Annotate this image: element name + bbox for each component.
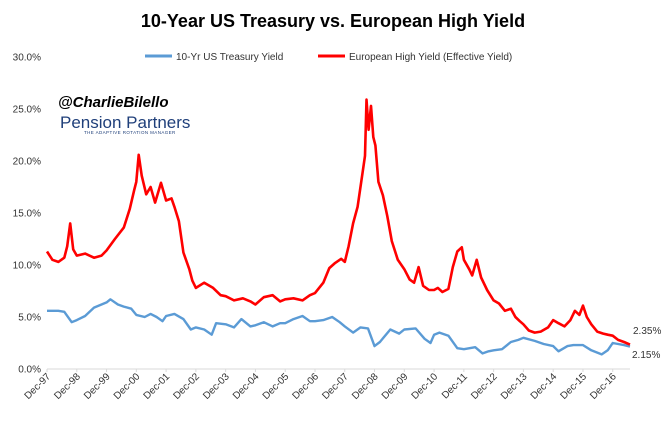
chart-title: 10-Year US Treasury vs. European High Yi… [141,11,525,31]
watermark: @CharlieBilello Pension Partners THE ADA… [58,94,190,135]
x-tick-label: Dec-10 [410,371,441,402]
x-tick-label: Dec-15 [558,371,589,402]
y-tick-label: 25.0% [13,105,41,116]
series-layer [45,98,631,356]
x-tick-label: Dec-03 [201,371,232,402]
x-tick-label: Dec-02 [171,371,202,402]
x-tick-label: Dec-01 [142,371,173,402]
x-axis: Dec-97 Dec-98 Dec-99 Dec-00 Dec-01 Dec-02 Dec-… [23,369,619,402]
x-tick-label: Dec-11 [440,371,470,401]
watermark-brand: Pension Partners [60,113,190,132]
y-tick-label: 20.0% [13,157,41,168]
x-tick-label: Dec-98 [52,371,83,402]
x-tick-label: Dec-00 [112,371,143,402]
end-label-euro-hy: 2.35% [633,326,661,337]
y-tick-label: 0.0% [18,365,41,376]
x-tick-label: Dec-06 [291,371,322,402]
x-tick-label: Dec-12 [469,371,500,402]
series-line-euro-hy [45,98,631,346]
watermark-tagline: THE ADAPTIVE ROTATION MANAGER [84,130,176,135]
x-tick-label: Dec-13 [499,371,530,402]
legend-label-euro-hy: European High Yield (Effective Yield) [349,52,512,63]
x-tick-label: Dec-07 [320,371,351,402]
legend-label-treasury: 10-Yr US Treasury Yield [176,52,283,63]
y-tick-label: 5.0% [18,313,41,324]
x-tick-label: Dec-99 [82,371,113,402]
end-label-treasury: 2.15% [632,350,660,361]
x-tick-label: Dec-05 [261,371,292,402]
y-axis: 0.0% 5.0% 10.0% 15.0% 20.0% 25.0% 30.0% [13,53,41,376]
x-tick-label: Dec-08 [350,371,381,402]
x-tick-label: Dec-16 [588,371,619,402]
series-line-treasury [47,298,631,356]
y-tick-label: 30.0% [13,53,41,64]
y-tick-label: 15.0% [13,209,41,220]
x-tick-label: Dec-97 [23,371,54,402]
x-tick-label: Dec-09 [380,371,411,402]
x-tick-label: Dec-04 [231,371,262,402]
y-tick-label: 10.0% [13,261,41,272]
legend: 10-Yr US Treasury Yield European High Yi… [145,52,512,63]
x-tick-label: Dec-14 [529,371,560,402]
watermark-handle: @CharlieBilello [58,94,169,111]
